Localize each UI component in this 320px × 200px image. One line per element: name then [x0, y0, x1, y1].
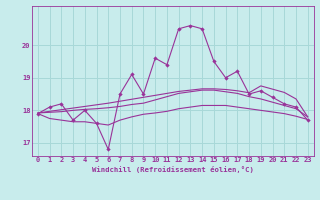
X-axis label: Windchill (Refroidissement éolien,°C): Windchill (Refroidissement éolien,°C) [92, 166, 254, 173]
